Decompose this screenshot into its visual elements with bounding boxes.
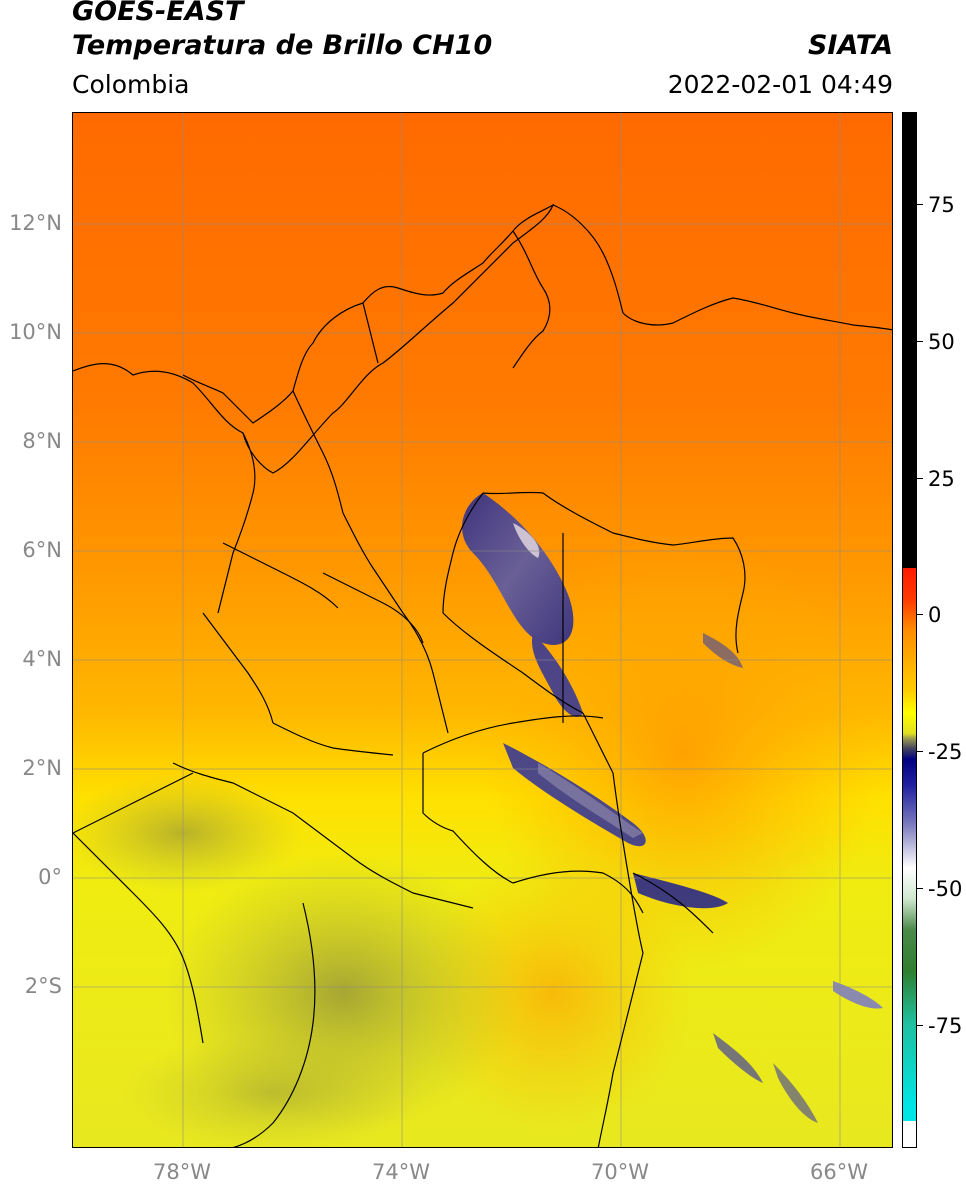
colorbar xyxy=(902,112,917,1148)
product-title: Temperatura de Brillo CH10 xyxy=(72,30,493,61)
satellite-title: GOES-EAST xyxy=(72,0,244,27)
colorbar-tick xyxy=(917,204,923,205)
colorbar-tick xyxy=(917,751,923,752)
lon-label-74w: 74°W xyxy=(372,1160,430,1184)
lat-label-4n: 4°N xyxy=(22,647,62,671)
colorbar-label-50: 50 xyxy=(928,330,955,354)
lat-label-12n: 12°N xyxy=(9,211,62,235)
colorbar-label-0: 0 xyxy=(928,603,942,627)
lat-label-2s: 2°S xyxy=(24,974,62,998)
brightness-temperature-map xyxy=(72,112,893,1148)
colorbar-tick xyxy=(917,341,923,342)
colorbar-tick xyxy=(917,478,923,479)
datetime-label: 2022-02-01 04:49 xyxy=(667,70,893,99)
colorbar-label-25: 25 xyxy=(928,467,955,491)
convective-clouds xyxy=(462,493,883,1123)
lon-label-66w: 66°W xyxy=(810,1160,868,1184)
political-boundaries xyxy=(73,203,892,1147)
region-label: Colombia xyxy=(72,70,190,99)
colorbar-tick xyxy=(917,1025,923,1026)
lon-label-70w: 70°W xyxy=(591,1160,649,1184)
lon-label-78w: 78°W xyxy=(153,1160,211,1184)
gridlines xyxy=(73,113,892,1147)
lat-label-8n: 8°N xyxy=(22,429,62,453)
colorbar-label-75: 75 xyxy=(928,193,955,217)
colorbar-label-minus25: -25 xyxy=(928,740,963,764)
agency-label: SIATA xyxy=(807,30,893,61)
lat-label-6n: 6°N xyxy=(22,538,62,562)
colorbar-label-minus50: -50 xyxy=(928,877,963,901)
colorbar-tick xyxy=(917,888,923,889)
colorbar-tick xyxy=(917,614,923,615)
lat-label-2n: 2°N xyxy=(22,756,62,780)
lat-label-10n: 10°N xyxy=(9,320,62,344)
colorbar-label-minus75: -75 xyxy=(928,1014,963,1038)
lat-label-0: 0° xyxy=(38,865,62,889)
